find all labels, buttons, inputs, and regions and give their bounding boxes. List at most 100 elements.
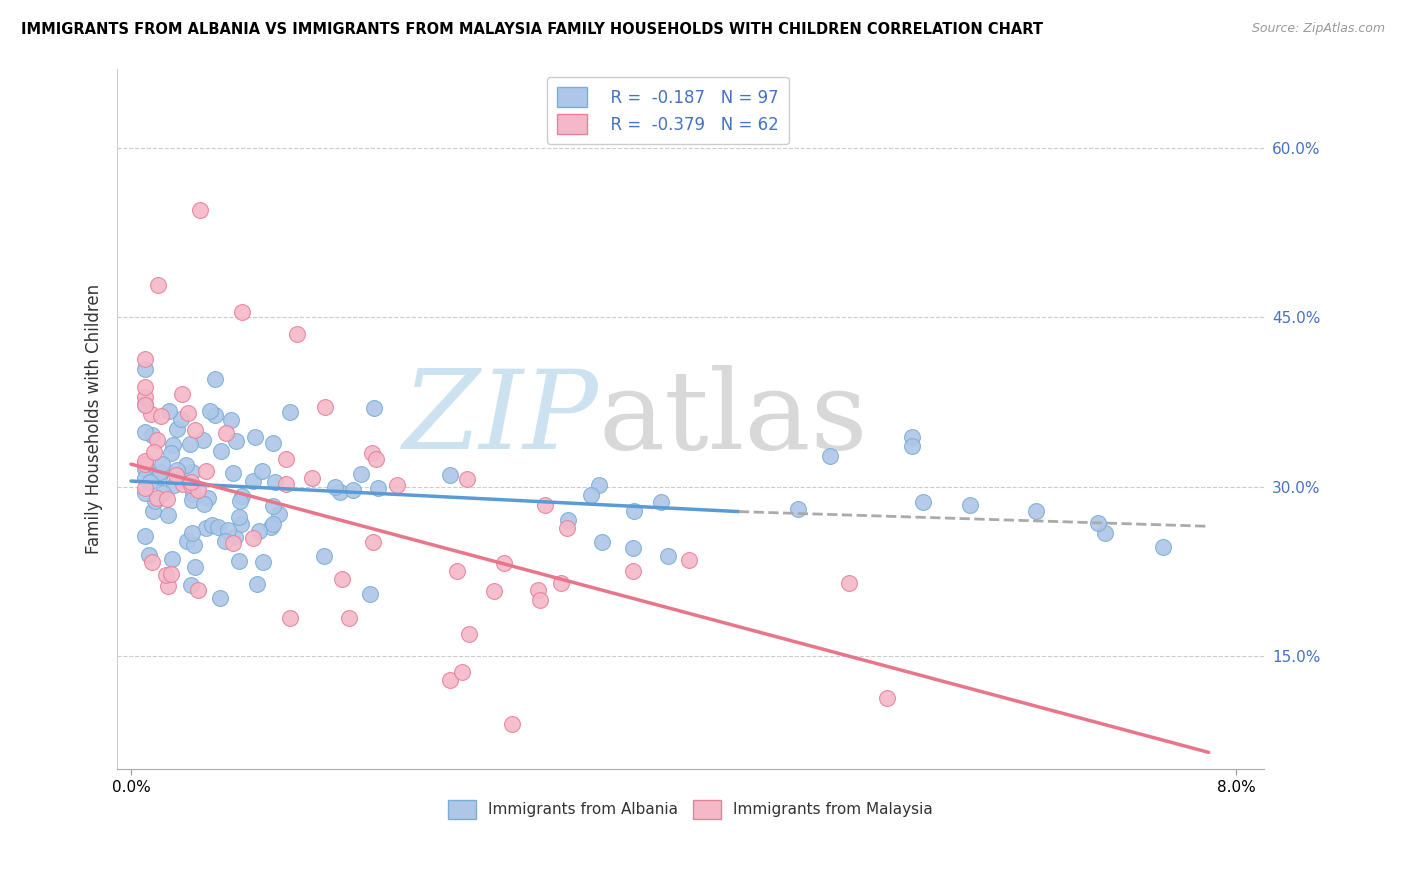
Point — [209, 443, 232, 458]
Point — [157, 508, 180, 523]
Point — [138, 548, 160, 562]
Point — [231, 516, 253, 531]
Point — [225, 434, 247, 449]
Point — [1025, 503, 1047, 517]
Point — [243, 430, 266, 444]
Point — [134, 486, 156, 500]
Point — [176, 406, 198, 420]
Point — [184, 559, 207, 574]
Point — [337, 611, 360, 625]
Point — [228, 554, 250, 568]
Point — [959, 498, 981, 512]
Point — [162, 551, 184, 566]
Point — [198, 404, 221, 418]
Point — [224, 530, 246, 544]
Point — [621, 564, 644, 578]
Point — [1152, 540, 1174, 554]
Point — [451, 665, 474, 680]
Point — [166, 468, 188, 483]
Point — [252, 556, 274, 570]
Point — [180, 577, 202, 591]
Point — [323, 480, 346, 494]
Point — [155, 567, 177, 582]
Point — [187, 483, 209, 497]
Legend: Immigrants from Albania, Immigrants from Malaysia: Immigrants from Albania, Immigrants from… — [441, 794, 939, 825]
Point — [162, 438, 184, 452]
Point — [215, 425, 238, 440]
Point — [550, 576, 572, 591]
Point — [1094, 526, 1116, 541]
Point — [350, 467, 373, 482]
Point — [180, 475, 202, 489]
Point — [262, 499, 284, 513]
Point — [439, 673, 461, 687]
Y-axis label: Family Households with Children: Family Households with Children — [86, 284, 103, 554]
Point — [134, 471, 156, 485]
Point — [329, 485, 352, 500]
Point — [146, 491, 169, 505]
Point — [482, 584, 505, 599]
Point — [142, 504, 165, 518]
Point — [160, 567, 183, 582]
Point — [557, 521, 579, 535]
Point — [141, 555, 163, 569]
Point — [222, 466, 245, 480]
Point — [195, 464, 218, 478]
Point — [139, 407, 162, 421]
Point — [342, 483, 364, 497]
Point — [201, 517, 224, 532]
Point — [1087, 516, 1109, 530]
Point — [204, 372, 226, 386]
Point — [363, 534, 385, 549]
Point — [623, 504, 645, 518]
Point — [657, 549, 679, 563]
Point — [650, 495, 672, 509]
Point — [228, 509, 250, 524]
Point — [143, 494, 166, 508]
Point — [176, 533, 198, 548]
Point — [534, 499, 557, 513]
Point — [276, 476, 298, 491]
Point — [501, 717, 523, 731]
Point — [134, 351, 156, 366]
Point — [172, 387, 194, 401]
Point — [579, 488, 602, 502]
Point — [134, 454, 156, 468]
Point — [208, 591, 231, 605]
Point — [876, 691, 898, 706]
Point — [148, 470, 170, 484]
Text: atlas: atlas — [599, 366, 869, 473]
Point — [160, 446, 183, 460]
Point — [557, 513, 579, 527]
Point — [529, 592, 551, 607]
Point — [458, 627, 481, 641]
Point — [197, 491, 219, 506]
Point — [242, 531, 264, 545]
Point — [188, 202, 211, 217]
Point — [166, 422, 188, 436]
Point — [149, 465, 172, 479]
Point — [146, 434, 169, 448]
Point — [838, 575, 860, 590]
Point — [150, 457, 173, 471]
Text: ZIP: ZIP — [404, 365, 599, 473]
Point — [260, 520, 283, 534]
Point — [134, 398, 156, 412]
Point — [359, 587, 381, 601]
Point — [139, 475, 162, 489]
Point — [267, 507, 290, 521]
Point — [179, 436, 201, 450]
Point — [156, 491, 179, 506]
Point — [141, 428, 163, 442]
Point — [134, 528, 156, 542]
Point — [181, 492, 204, 507]
Point — [446, 564, 468, 578]
Point — [314, 400, 336, 414]
Point — [219, 412, 242, 426]
Point — [181, 525, 204, 540]
Point — [274, 451, 297, 466]
Point — [360, 446, 382, 460]
Point — [900, 440, 922, 454]
Point — [134, 481, 156, 495]
Point — [263, 517, 285, 532]
